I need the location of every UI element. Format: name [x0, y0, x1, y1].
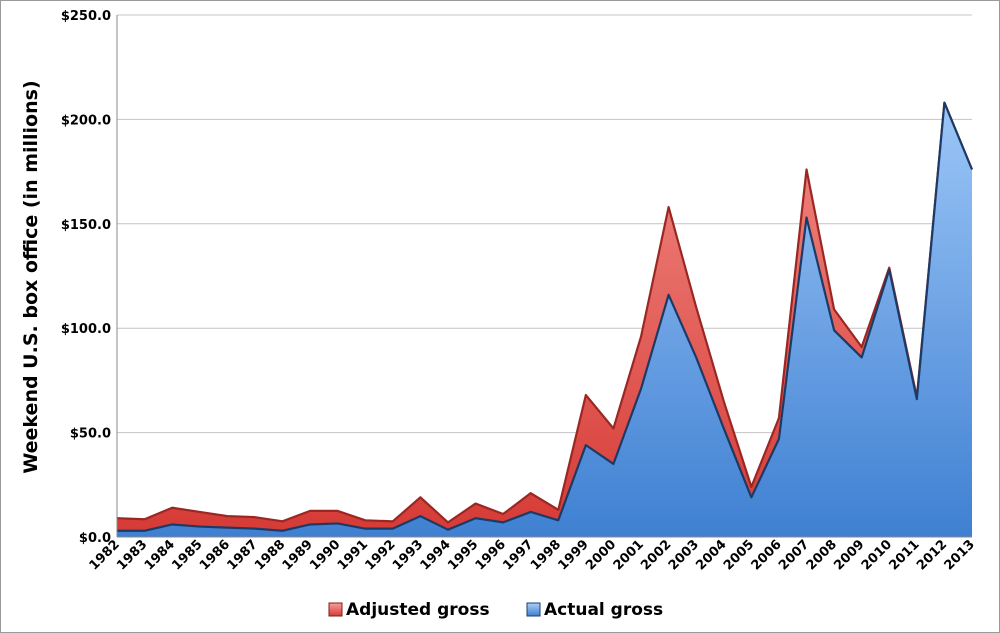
y-axis-ticks: $0.0 $50.0 $100.0 $150.0 $200.0 $250.0 [61, 9, 111, 546]
legend: Adjusted gross Actual gross [328, 600, 663, 620]
y-tick-label: $0.0 [79, 531, 111, 546]
x-tick-label: 2001 [611, 537, 647, 573]
y-tick-label: $100.0 [61, 322, 111, 337]
legend-swatch-actual [526, 602, 541, 617]
y-tick-label: $150.0 [61, 218, 111, 233]
x-tick-label: 1985 [169, 537, 205, 573]
y-tick-label: $50.0 [70, 427, 111, 442]
x-tick-label: 2011 [886, 537, 922, 573]
x-tick-label: 2005 [721, 537, 757, 573]
y-axis-label: Weekend U.S. box office (in millions) [20, 80, 42, 473]
x-tick-label: 2008 [804, 537, 840, 573]
x-tick-label: 1990 [307, 537, 343, 573]
x-tick-label: 1992 [362, 537, 398, 573]
x-tick-label: 2006 [749, 537, 785, 573]
axes [116, 15, 972, 538]
x-tick-label: 2004 [693, 537, 729, 573]
x-tick-label: 2000 [583, 537, 619, 573]
x-tick-label: 1984 [142, 537, 178, 573]
x-tick-label: 2009 [831, 537, 867, 573]
x-tick-label: 2013 [942, 537, 978, 573]
x-tick-label: 1991 [335, 537, 371, 573]
x-tick-label: 1997 [500, 537, 536, 573]
line-adjusted-gross [116, 101, 974, 524]
x-tick-label: 1996 [473, 537, 509, 573]
data-areas [116, 101, 974, 537]
x-tick-label: 2007 [776, 537, 812, 573]
legend-label-actual: Actual gross [544, 600, 663, 620]
area-actual-gross [117, 102, 972, 537]
y-tick-label: $250.0 [61, 9, 111, 24]
legend-swatch-adjusted [328, 602, 343, 617]
x-tick-label: 1989 [280, 537, 316, 573]
x-tick-label: 1987 [225, 537, 261, 573]
x-tick-label: 1983 [114, 537, 150, 573]
x-tick-label: 2003 [666, 537, 702, 573]
x-tick-label: 1998 [528, 537, 564, 573]
x-tick-label: 2010 [859, 537, 895, 573]
legend-label-adjusted: Adjusted gross [346, 600, 490, 620]
x-tick-label: 1993 [390, 537, 426, 573]
x-axis-ticks: 1982198319841985198619871988198919901991… [87, 537, 978, 573]
x-tick-label: 1994 [418, 537, 454, 573]
x-tick-label: 1999 [556, 537, 592, 573]
x-tick-label: 2002 [638, 537, 674, 573]
line-actual-gross [117, 101, 974, 532]
x-tick-label: 1995 [445, 537, 481, 573]
x-tick-label: 1988 [252, 537, 288, 573]
y-tick-label: $200.0 [61, 113, 111, 128]
x-tick-label: 2012 [914, 537, 950, 573]
x-tick-label: 1986 [197, 537, 233, 573]
